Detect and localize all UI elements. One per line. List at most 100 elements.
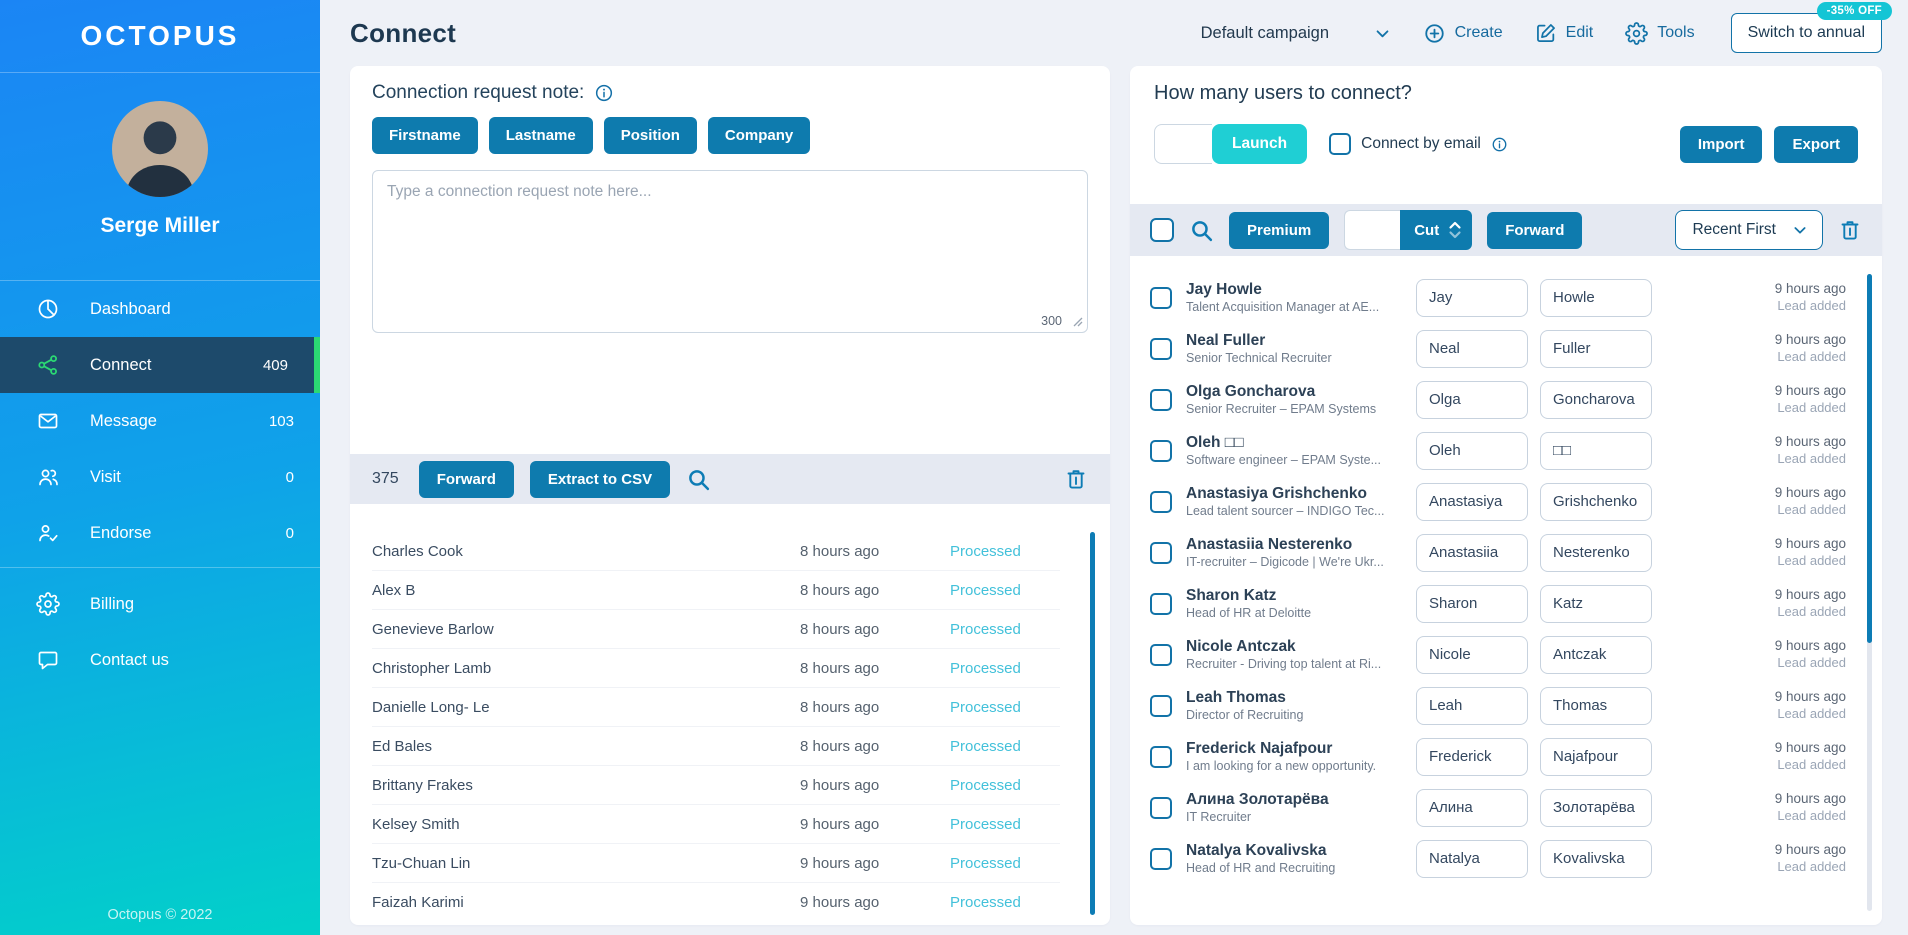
edit-label: Edit — [1565, 24, 1594, 41]
select-all-checkbox[interactable] — [1150, 218, 1174, 242]
sidebar-item-endorse[interactable]: Endorse 0 — [0, 505, 320, 561]
firstname-input[interactable] — [1416, 788, 1528, 827]
create-button[interactable]: Create — [1423, 22, 1503, 45]
discount-badge: -35% OFF — [1816, 2, 1892, 20]
user-time: 9 hours ago — [1774, 485, 1846, 501]
token-button-position[interactable]: Position — [603, 117, 697, 154]
sidebar-item-contact-us[interactable]: Contact us — [0, 632, 320, 688]
user-subtitle: Head of HR at Deloitte — [1186, 605, 1312, 620]
user-checkbox[interactable] — [1150, 490, 1172, 513]
user-time: 9 hours ago — [1774, 536, 1846, 552]
sidebar-item-dashboard[interactable]: Dashboard — [0, 281, 320, 337]
trash-icon[interactable] — [1064, 467, 1088, 491]
firstname-input[interactable] — [1416, 584, 1528, 623]
user-subtitle: Head of HR and Recruiting — [1186, 860, 1336, 875]
note-textarea-wrap: 300 — [372, 170, 1088, 338]
contact-time: 8 hours ago — [800, 698, 880, 716]
lastname-input[interactable] — [1540, 584, 1652, 623]
user-checkbox[interactable] — [1150, 541, 1172, 564]
sidebar-item-message[interactable]: Message 103 — [0, 393, 320, 449]
lastname-input[interactable] — [1540, 278, 1652, 317]
lastname-input[interactable] — [1540, 686, 1652, 725]
firstname-input[interactable] — [1416, 839, 1528, 878]
user-checkbox[interactable] — [1150, 337, 1172, 360]
premium-button[interactable]: Premium — [1229, 211, 1330, 249]
user-status: Lead added — [1777, 858, 1846, 874]
status-badge: Processed — [950, 659, 1021, 677]
user-checkbox[interactable] — [1150, 388, 1172, 411]
lastname-input[interactable] — [1540, 431, 1652, 470]
export-button[interactable]: Export — [1774, 125, 1858, 163]
firstname-input[interactable] — [1416, 533, 1528, 572]
search-icon[interactable] — [686, 467, 711, 492]
processed-row: Christopher Lamb 8 hours ago Processed — [372, 649, 1060, 688]
note-textarea[interactable] — [372, 170, 1088, 333]
info-icon[interactable] — [1491, 136, 1508, 153]
user-checkbox[interactable] — [1150, 796, 1172, 819]
user-checkbox[interactable] — [1150, 847, 1172, 870]
search-icon[interactable] — [1189, 218, 1214, 243]
firstname-input[interactable] — [1416, 686, 1528, 725]
info-icon[interactable] — [594, 83, 614, 103]
users-count-input[interactable] — [1154, 124, 1212, 164]
profile-block: Serge Miller — [0, 73, 320, 281]
sidebar-item-visit[interactable]: Visit 0 — [0, 449, 320, 505]
lastname-input[interactable] — [1540, 737, 1652, 776]
firstname-input[interactable] — [1416, 482, 1528, 521]
lastname-input[interactable] — [1540, 380, 1652, 419]
forward-button[interactable]: Forward — [418, 460, 514, 498]
user-time: 9 hours ago — [1774, 383, 1846, 399]
user-row: Natalya Kovalivska Head of HR and Recrui… — [1150, 833, 1846, 884]
trash-icon[interactable] — [1838, 218, 1862, 242]
firstname-input[interactable] — [1416, 737, 1528, 776]
lastname-input[interactable] — [1540, 839, 1652, 878]
firstname-input[interactable] — [1416, 431, 1528, 470]
sort-dropdown[interactable]: Recent First — [1675, 210, 1823, 250]
cut-button[interactable]: Cut — [1400, 210, 1473, 250]
extract-csv-button[interactable]: Extract to CSV — [529, 460, 671, 498]
campaign-selector[interactable]: Default campaign — [1201, 24, 1391, 43]
sidebar-item-connect[interactable]: Connect 409 — [0, 337, 320, 393]
connect-by-email-checkbox[interactable] — [1329, 133, 1352, 155]
user-checkbox[interactable] — [1150, 694, 1172, 717]
scrollbar-thumb[interactable] — [1867, 274, 1872, 644]
user-time: 9 hours ago — [1774, 740, 1846, 756]
user-checkbox[interactable] — [1150, 745, 1172, 768]
firstname-input[interactable] — [1416, 278, 1528, 317]
lastname-input[interactable] — [1540, 788, 1652, 827]
chat-icon — [36, 648, 62, 672]
stepper-chevrons-icon[interactable] — [1448, 218, 1462, 242]
forward-users-button[interactable]: Forward — [1487, 211, 1583, 249]
user-time: 9 hours ago — [1774, 791, 1846, 807]
resize-grip-icon[interactable] — [1073, 314, 1083, 332]
user-checkbox[interactable] — [1150, 643, 1172, 666]
user-subtitle: Senior Technical Recruiter — [1186, 350, 1332, 365]
sidebar-item-billing[interactable]: Billing — [0, 576, 320, 632]
user-checkbox[interactable] — [1150, 286, 1172, 309]
cut-count-input[interactable] — [1344, 210, 1401, 250]
contact-name: Christopher Lamb — [372, 659, 492, 677]
lastname-input[interactable] — [1540, 329, 1652, 368]
scrollbar-track[interactable] — [1867, 274, 1872, 911]
token-button-lastname[interactable]: Lastname — [488, 117, 593, 154]
tools-button[interactable]: Tools — [1625, 21, 1695, 45]
user-row: Neal Fuller Senior Technical Recruiter 9… — [1150, 323, 1846, 374]
user-subtitle: IT Recruiter — [1186, 809, 1252, 824]
lastname-input[interactable] — [1540, 482, 1652, 521]
user-checkbox[interactable] — [1150, 592, 1172, 615]
count-badge: 103 — [268, 412, 294, 430]
launch-button[interactable]: Launch — [1212, 124, 1308, 164]
token-button-firstname[interactable]: Firstname — [372, 117, 478, 154]
import-button[interactable]: Import — [1679, 125, 1763, 163]
token-button-company[interactable]: Company — [707, 117, 811, 154]
edit-button[interactable]: Edit — [1535, 22, 1594, 44]
scrollbar[interactable] — [1090, 532, 1095, 915]
user-checkbox[interactable] — [1150, 439, 1172, 462]
firstname-input[interactable] — [1416, 635, 1528, 674]
firstname-input[interactable] — [1416, 329, 1528, 368]
lastname-input[interactable] — [1540, 635, 1652, 674]
contact-name: Tzu-Chuan Lin — [372, 854, 471, 872]
person-silhouette-icon — [126, 121, 194, 197]
lastname-input[interactable] — [1540, 533, 1652, 572]
firstname-input[interactable] — [1416, 380, 1528, 419]
